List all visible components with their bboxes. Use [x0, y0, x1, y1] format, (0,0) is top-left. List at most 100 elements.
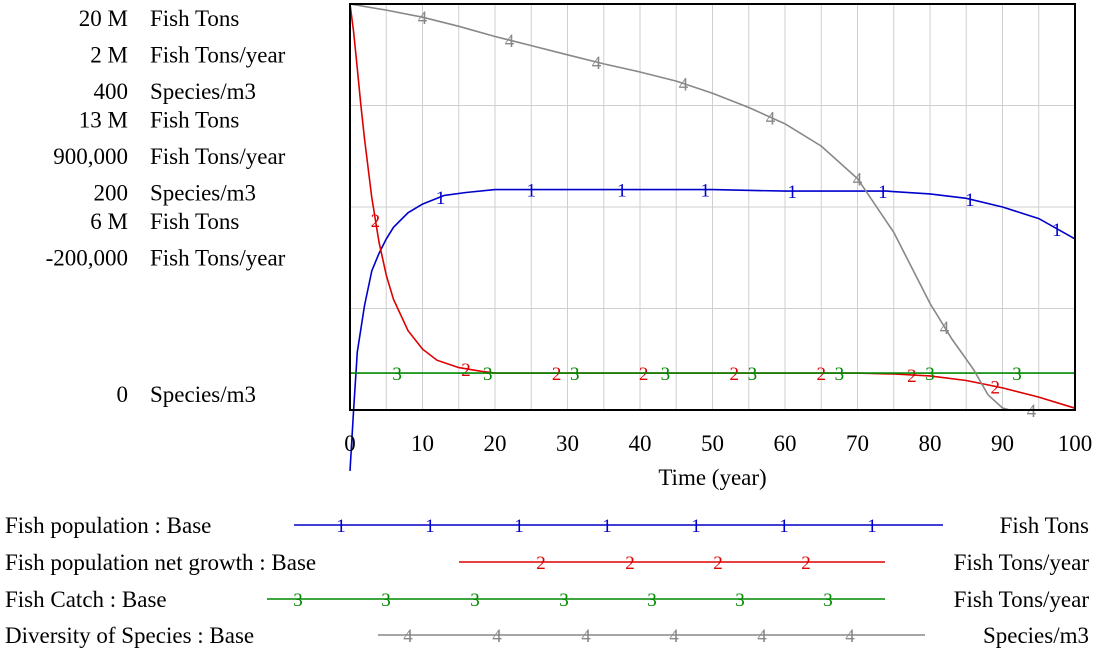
series-marker-3: 3: [661, 364, 671, 385]
legend-marker-1: 1: [514, 516, 524, 537]
legend-marker-2: 2: [801, 553, 811, 574]
y-scale-value: 13 M: [79, 108, 128, 133]
series-marker-4: 4: [1027, 401, 1037, 422]
x-axis-label: Time (year): [658, 465, 766, 490]
series-marker-1: 1: [701, 181, 711, 202]
y-scale-value: 0: [117, 382, 129, 407]
legend-series-name: Fish population : Base: [5, 513, 211, 538]
series-marker-3: 3: [570, 364, 580, 385]
x-tick-label: 30: [556, 431, 579, 456]
y-scale-unit: Species/m3: [150, 181, 256, 206]
series-marker-4: 4: [853, 170, 863, 191]
y-scale-unit: Fish Tons/year: [150, 246, 286, 271]
legend-marker-4: 4: [492, 626, 502, 647]
y-scale-value: 400: [94, 79, 129, 104]
series-marker-1: 1: [436, 188, 446, 209]
series-marker-1: 1: [878, 182, 888, 203]
series-marker-1: 1: [1052, 220, 1062, 241]
y-scale-unit: Species/m3: [150, 79, 256, 104]
x-tick-label: 50: [701, 431, 724, 456]
y-scale-value: 6 M: [90, 209, 128, 234]
legend-series-unit: Fish Tons/year: [954, 587, 1090, 612]
series-line-2: [349, 3, 1076, 409]
y-scale-unit: Fish Tons: [150, 108, 239, 133]
y-scale-value: 200: [94, 181, 129, 206]
x-tick-label: 10: [411, 431, 434, 456]
legend-marker-4: 4: [669, 626, 679, 647]
legend: Fish population : Base 1 1 1 1 1 1 1 Fish Tons Fi…: [5, 513, 1089, 648]
legend-marker-2: 2: [713, 553, 723, 574]
series-marker-3: 3: [925, 364, 935, 385]
legend-marker-4: 4: [581, 626, 591, 647]
legend-series-name: Diversity of Species : Base: [5, 623, 254, 648]
y-scale-unit: Species/m3: [150, 382, 256, 407]
series-marker-2: 2: [552, 364, 562, 385]
x-tick-label: 40: [629, 431, 652, 456]
series-marker-3: 3: [392, 364, 402, 385]
series-marker-3: 3: [1012, 364, 1022, 385]
series-marker-3: 3: [835, 364, 845, 385]
legend-marker-4: 4: [403, 626, 413, 647]
series-marker-2: 2: [817, 364, 827, 385]
y-scale-value: 20 M: [79, 6, 128, 31]
legend-marker-3: 3: [293, 590, 303, 611]
legend-marker-3: 3: [470, 590, 480, 611]
legend-series-name: Fish population net growth : Base: [5, 550, 316, 575]
legend-marker-4: 4: [845, 626, 855, 647]
y-scale-unit: Fish Tons: [150, 6, 239, 31]
series-marker-2: 2: [991, 377, 1001, 398]
x-tick-label: 0: [344, 431, 356, 456]
x-axis-tick-labels: 0 10 20 30 40 50 60 70 80 90 100: [344, 431, 1092, 456]
legend-marker-1: 1: [425, 516, 435, 537]
series-marker-1: 1: [788, 182, 798, 203]
series-line-1: [349, 188, 1076, 471]
legend-series-unit: Fish Tons/year: [954, 550, 1090, 575]
x-tick-label: 70: [846, 431, 869, 456]
series-marker-1: 1: [965, 190, 975, 211]
series-marker-2: 2: [730, 364, 740, 385]
legend-marker-3: 3: [559, 590, 569, 611]
series-marker-4: 4: [940, 318, 950, 339]
series-marker-1: 1: [527, 181, 537, 202]
series-marker-4: 4: [418, 8, 428, 29]
legend-marker-4: 4: [757, 626, 767, 647]
series-marker-4: 4: [592, 53, 602, 74]
y-scale-unit: Fish Tons/year: [150, 144, 286, 169]
x-tick-label: 80: [919, 431, 942, 456]
series-line-4: [349, 3, 1075, 411]
x-tick-label: 60: [774, 431, 797, 456]
series-marker-3: 3: [483, 364, 493, 385]
y-axis-scale-labels: 20 M Fish Tons 2 M Fish Tons/year 400 Species…: [46, 6, 286, 407]
legend-series-name: Fish Catch : Base: [5, 587, 167, 612]
legend-marker-2: 2: [625, 553, 635, 574]
x-tick-label: 100: [1058, 431, 1093, 456]
y-scale-value: 2 M: [90, 43, 128, 68]
x-tick-label: 90: [991, 431, 1014, 456]
y-scale-unit: Fish Tons: [150, 209, 239, 234]
series-marker-4: 4: [679, 75, 689, 96]
x-tick-label: 20: [484, 431, 507, 456]
series-marker-3: 3: [748, 364, 758, 385]
legend-series-unit: Species/m3: [983, 623, 1089, 648]
plot-area-frame: [349, 3, 1076, 411]
legend-marker-3: 3: [735, 590, 745, 611]
legend-marker-2: 2: [536, 553, 546, 574]
series-marker-2: 2: [461, 360, 471, 381]
series-marker-1: 1: [617, 181, 627, 202]
legend-marker-3: 3: [381, 590, 391, 611]
series-marker-2: 2: [639, 364, 649, 385]
legend-marker-3: 3: [823, 590, 833, 611]
legend-marker-1: 1: [779, 516, 789, 537]
legend-marker-1: 1: [602, 516, 612, 537]
y-scale-value: -200,000: [46, 246, 128, 271]
legend-marker-1: 1: [691, 516, 701, 537]
legend-series-unit: Fish Tons: [1000, 513, 1089, 538]
series-marker-2: 2: [907, 366, 917, 387]
series-marker-4: 4: [505, 31, 515, 52]
series-marker-2: 2: [371, 211, 381, 232]
y-scale-unit: Fish Tons/year: [150, 43, 286, 68]
legend-marker-1: 1: [867, 516, 877, 537]
series-marker-4: 4: [766, 108, 776, 129]
